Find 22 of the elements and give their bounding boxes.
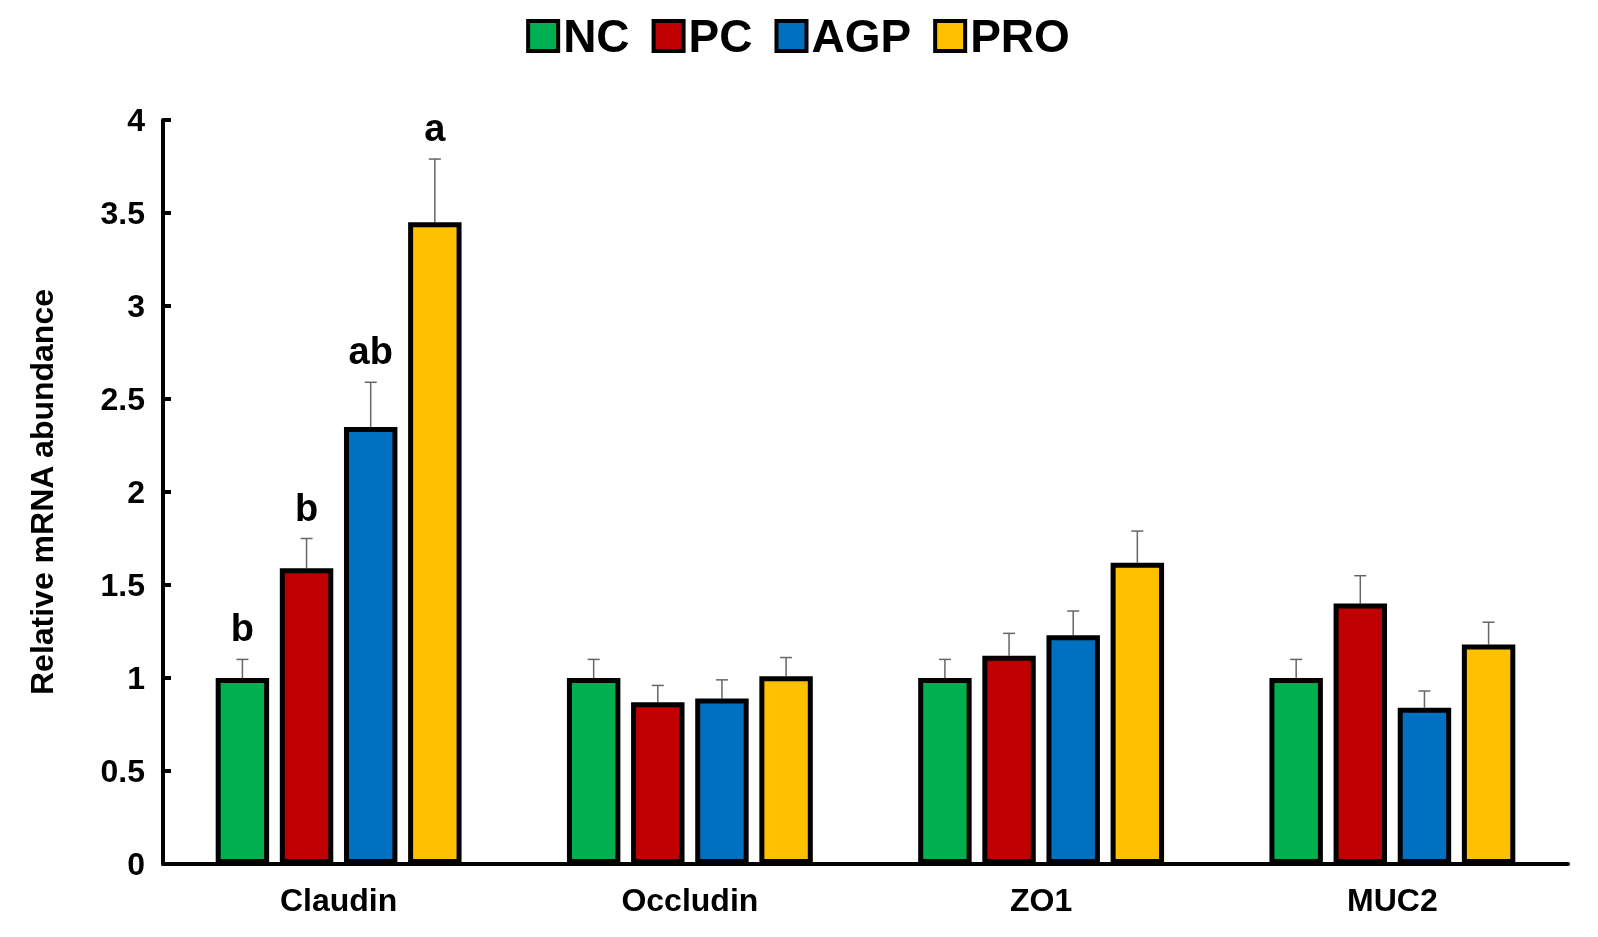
y-tick-label: 4 bbox=[127, 102, 146, 138]
y-tick-label: 0.5 bbox=[100, 753, 145, 789]
y-tick-label: 2 bbox=[127, 474, 145, 510]
y-tick-label: 1.5 bbox=[100, 567, 145, 603]
y-tick-label: 2.5 bbox=[100, 381, 145, 417]
y-axis-title: Relative mRNA abundance bbox=[24, 288, 60, 696]
x-tick-label: Occludin bbox=[621, 882, 759, 918]
data-label: ab bbox=[348, 330, 393, 373]
y-tick-label: 0 bbox=[127, 846, 145, 882]
data-label: b bbox=[294, 486, 319, 529]
x-tick-label: MUC2 bbox=[1347, 882, 1438, 918]
legend-label: PRO bbox=[970, 10, 1070, 62]
legend-label: AGP bbox=[811, 10, 912, 62]
y-tick-label: 3.5 bbox=[100, 195, 145, 231]
legend-label: NC bbox=[563, 10, 630, 62]
x-tick-label: ZO1 bbox=[1010, 882, 1073, 918]
legend-label: PC bbox=[688, 10, 753, 62]
data-label: a bbox=[424, 107, 447, 150]
y-tick-label: 3 bbox=[127, 288, 145, 324]
data-label: b bbox=[230, 607, 255, 650]
x-tick-label: Claudin bbox=[279, 882, 398, 918]
y-tick-label: 1 bbox=[127, 660, 145, 696]
